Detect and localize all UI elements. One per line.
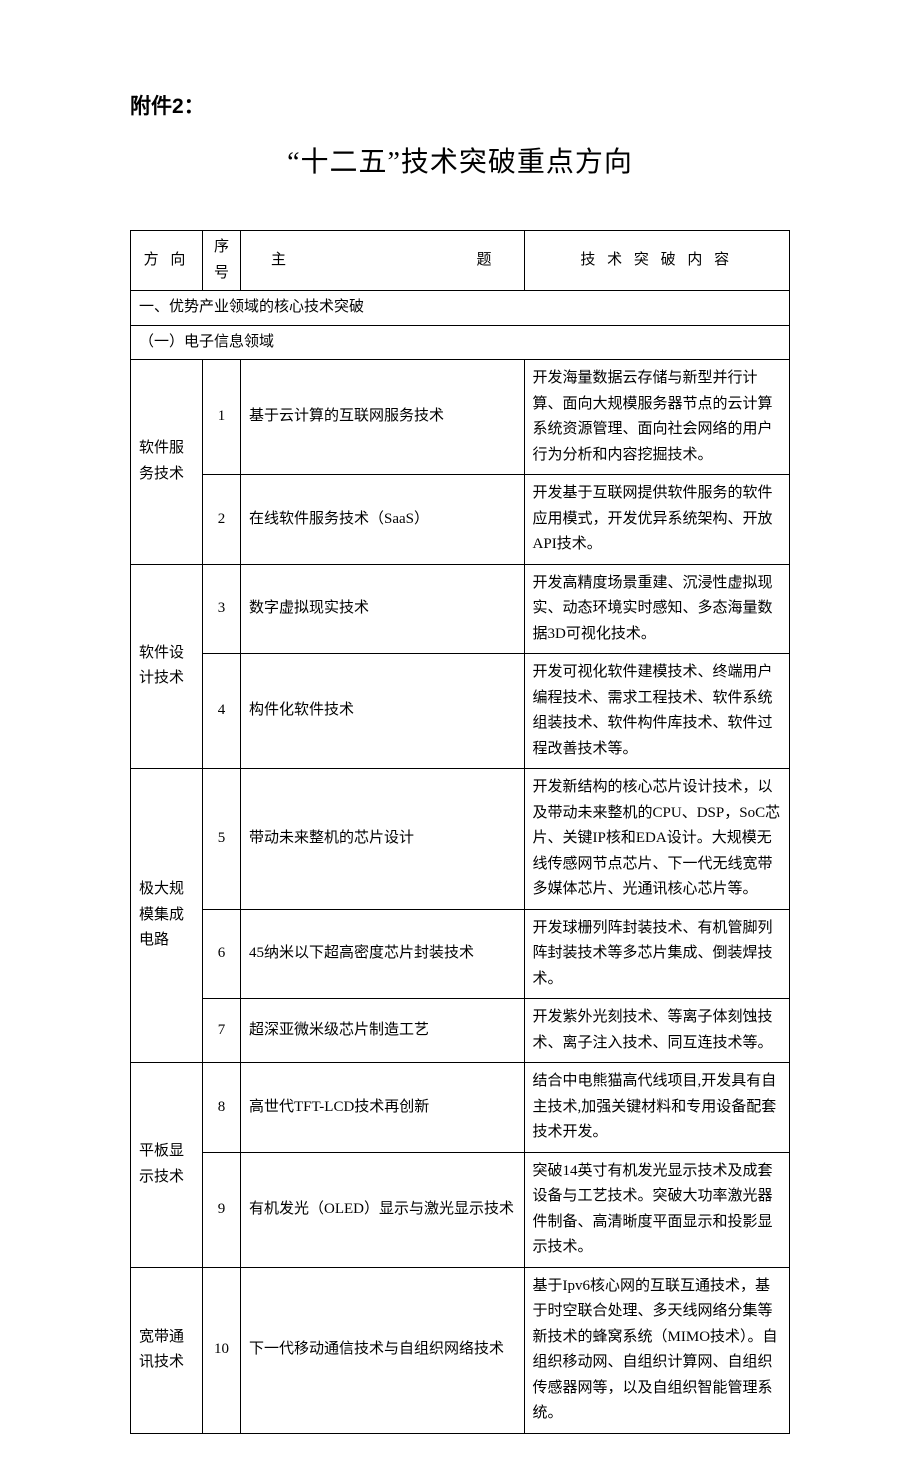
table-row: 2 在线软件服务技术（SaaS） 开发基于互联网提供软件服务的软件应用模式，开发…	[131, 475, 790, 565]
direction-cell: 极大规模集成电路	[131, 769, 203, 1063]
tech-breakthrough-table: 方 向 序号 主 题 技 术 突 破 内 容 一、优势产业领域的核心技术突破 （…	[130, 230, 790, 1434]
content-cell: 开发球栅列阵封装技术、有机管脚列阵封装技术等多芯片集成、倒装焊技术。	[524, 909, 789, 999]
num-cell: 6	[203, 909, 241, 999]
content-cell: 开发可视化软件建模技术、终端用户编程技术、需求工程技术、软件系统组装技术、软件构…	[524, 654, 789, 769]
content-cell: 突破14英寸有机发光显示技术及成套设备与工艺技术。突破大功率激光器件制备、高清晰…	[524, 1152, 789, 1267]
subsection-title: （一）电子信息领域	[131, 325, 790, 360]
table-row: 宽带通讯技术 10 下一代移动通信技术与自组织网络技术 基于Ipv6核心网的互联…	[131, 1267, 790, 1433]
topic-cell: 带动未来整机的芯片设计	[241, 769, 525, 910]
topic-cell: 基于云计算的互联网服务技术	[241, 360, 525, 475]
topic-cell: 超深亚微米级芯片制造工艺	[241, 999, 525, 1063]
content-cell: 开发高精度场景重建、沉浸性虚拟现实、动态环境实时感知、多态海量数据3D可视化技术…	[524, 564, 789, 654]
num-cell: 5	[203, 769, 241, 910]
content-cell: 基于Ipv6核心网的互联互通技术，基于时空联合处理、多天线网络分集等新技术的蜂窝…	[524, 1267, 789, 1433]
table-row: 软件设计技术 3 数字虚拟现实技术 开发高精度场景重建、沉浸性虚拟现实、动态环境…	[131, 564, 790, 654]
content-cell: 结合中电熊猫高代线项目,开发具有自主技术,加强关键材料和专用设备配套技术开发。	[524, 1063, 789, 1153]
table-row: 6 45纳米以下超高密度芯片封装技术 开发球栅列阵封装技术、有机管脚列阵封装技术…	[131, 909, 790, 999]
content-cell: 开发新结构的核心芯片设计技术，以及带动未来整机的CPU、DSP，SoC芯片、关键…	[524, 769, 789, 910]
content-cell: 开发海量数据云存储与新型并行计算、面向大规模服务器节点的云计算系统资源管理、面向…	[524, 360, 789, 475]
topic-cell: 有机发光（OLED）显示与激光显示技术	[241, 1152, 525, 1267]
header-content: 技 术 突 破 内 容	[524, 231, 789, 291]
num-cell: 8	[203, 1063, 241, 1153]
table-header-row: 方 向 序号 主 题 技 术 突 破 内 容	[131, 231, 790, 291]
table-row: 软件服务技术 1 基于云计算的互联网服务技术 开发海量数据云存储与新型并行计算、…	[131, 360, 790, 475]
main-title: “十二五”技术突破重点方向	[130, 140, 790, 180]
content-cell: 开发基于互联网提供软件服务的软件应用模式，开发优异系统架构、开放API技术。	[524, 475, 789, 565]
topic-cell: 构件化软件技术	[241, 654, 525, 769]
table-row: 极大规模集成电路 5 带动未来整机的芯片设计 开发新结构的核心芯片设计技术，以及…	[131, 769, 790, 910]
num-cell: 10	[203, 1267, 241, 1433]
header-direction: 方 向	[131, 231, 203, 291]
table-row: 平板显示技术 8 高世代TFT-LCD技术再创新 结合中电熊猫高代线项目,开发具…	[131, 1063, 790, 1153]
table-row: 4 构件化软件技术 开发可视化软件建模技术、终端用户编程技术、需求工程技术、软件…	[131, 654, 790, 769]
direction-cell: 平板显示技术	[131, 1063, 203, 1268]
num-cell: 4	[203, 654, 241, 769]
num-cell: 3	[203, 564, 241, 654]
content-cell: 开发紫外光刻技术、等离子体刻蚀技术、离子注入技术、同互连技术等。	[524, 999, 789, 1063]
num-cell: 1	[203, 360, 241, 475]
topic-cell: 在线软件服务技术（SaaS）	[241, 475, 525, 565]
topic-cell: 高世代TFT-LCD技术再创新	[241, 1063, 525, 1153]
header-num: 序号	[203, 231, 241, 291]
table-row: 9 有机发光（OLED）显示与激光显示技术 突破14英寸有机发光显示技术及成套设…	[131, 1152, 790, 1267]
direction-cell: 软件设计技术	[131, 564, 203, 769]
topic-cell: 下一代移动通信技术与自组织网络技术	[241, 1267, 525, 1433]
num-cell: 9	[203, 1152, 241, 1267]
direction-cell: 软件服务技术	[131, 360, 203, 565]
direction-cell: 宽带通讯技术	[131, 1267, 203, 1433]
topic-cell: 数字虚拟现实技术	[241, 564, 525, 654]
topic-cell: 45纳米以下超高密度芯片封装技术	[241, 909, 525, 999]
num-cell: 2	[203, 475, 241, 565]
section-row: 一、优势产业领域的核心技术突破	[131, 291, 790, 326]
table-row: 7 超深亚微米级芯片制造工艺 开发紫外光刻技术、等离子体刻蚀技术、离子注入技术、…	[131, 999, 790, 1063]
num-cell: 7	[203, 999, 241, 1063]
subsection-row: （一）电子信息领域	[131, 325, 790, 360]
attachment-label: 附件2：	[130, 90, 790, 120]
section-title: 一、优势产业领域的核心技术突破	[131, 291, 790, 326]
header-topic: 主 题	[241, 231, 525, 291]
